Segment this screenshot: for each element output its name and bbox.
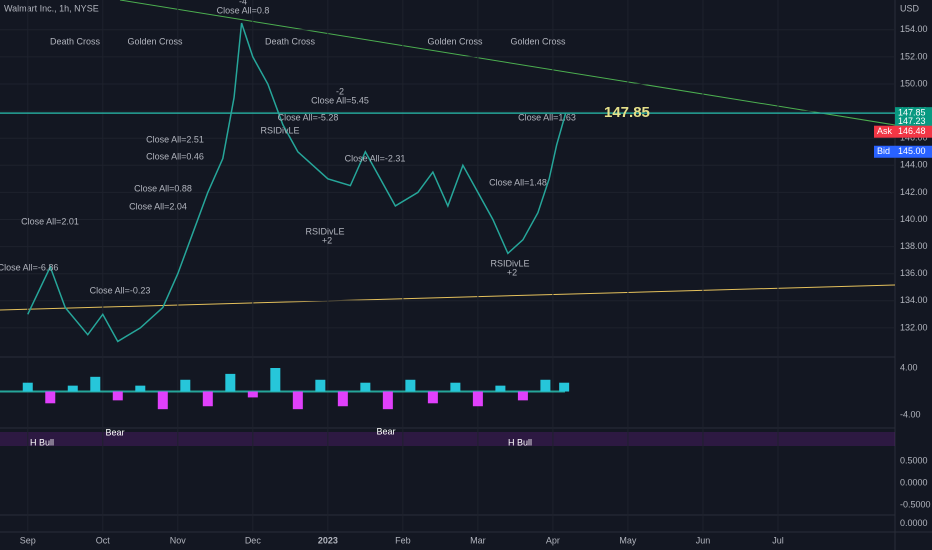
annotation: RSIDivLE (305, 226, 344, 236)
annotation: Close All=0.8 (217, 5, 270, 15)
x-tick-label: Feb (395, 535, 411, 545)
x-tick-label: Oct (96, 535, 111, 545)
histogram-bar (45, 391, 56, 404)
price-tag-label: 145.00 (898, 146, 926, 156)
y-tick-label: -4.00 (900, 409, 921, 419)
histogram-bar (315, 379, 326, 392)
y-tick-label: 132.00 (900, 322, 928, 332)
price-tag-name: Bid (877, 146, 890, 156)
x-tick-label: Dec (245, 535, 262, 545)
y-tick-label: 140.00 (900, 214, 928, 224)
histogram-bar (247, 391, 258, 398)
histogram-bar (559, 382, 570, 392)
annotation: Death Cross (50, 36, 101, 46)
price-tag-label: 147.85 (898, 108, 926, 118)
annotation: Close All=1.48 (489, 177, 547, 187)
y-tick-label: 0.0000 (900, 518, 928, 528)
annotation: Close All=0.88 (134, 183, 192, 193)
annotation: Close All=2.51 (146, 134, 204, 144)
annotation: Golden Cross (427, 36, 483, 46)
x-tick-label: May (619, 535, 637, 545)
annotation: Golden Cross (510, 36, 566, 46)
annotation: Close All=2.01 (21, 216, 79, 226)
histogram-bar (157, 391, 168, 410)
annotation: Close All=-5.28 (278, 112, 339, 122)
y-tick-label: 150.00 (900, 78, 928, 88)
annotation: -2 (336, 86, 344, 96)
price-tag (874, 145, 932, 158)
y-tick-label: 154.00 (900, 24, 928, 34)
annotation: Bear (105, 427, 124, 437)
price-tag (874, 125, 932, 138)
y-tick-label: 138.00 (900, 241, 928, 251)
y-tick-label: 152.00 (900, 51, 928, 61)
annotation: Close All=-6.86 (0, 262, 58, 272)
annotation: RSIDivLE (490, 258, 529, 268)
annotation: Close All=5.45 (311, 95, 369, 105)
last-price-label: 147.85 (604, 104, 650, 121)
annotation: Close All=0.46 (146, 151, 204, 161)
annotation: H Bull (30, 437, 54, 447)
annotation: Close All=-2.31 (345, 153, 406, 163)
histogram-bar (112, 391, 123, 401)
histogram-bar (90, 376, 101, 392)
x-tick-label: Sep (20, 535, 36, 545)
x-tick-label: Apr (546, 535, 560, 545)
price-line (27, 22, 567, 343)
histogram-bar (382, 391, 393, 410)
annotation: RSIDivLE (260, 125, 299, 135)
histogram-bar (180, 379, 191, 392)
annotation: +2 (507, 267, 517, 277)
y-tick-label: -0.5000 (900, 499, 931, 509)
annotation: Bear (376, 426, 395, 436)
y-tick-label: 144.00 (900, 160, 928, 170)
annotation: -4 (239, 0, 247, 6)
price-tag-label: 147.23 (898, 116, 926, 126)
price-tag (895, 115, 932, 128)
title: Walmart Inc., 1h, NYSE (4, 3, 99, 13)
y-tick-label: 0.0000 (900, 477, 928, 487)
histogram-bar (360, 382, 371, 392)
histogram-bar (540, 379, 551, 392)
annotation: Death Cross (265, 36, 316, 46)
histogram-bar (292, 391, 303, 410)
histogram-bar (22, 382, 33, 392)
annotation: +2 (322, 235, 332, 245)
x-tick-label: Jun (696, 535, 711, 545)
rsi-band (0, 432, 895, 446)
annotation: Close All=1.63 (518, 112, 576, 122)
histogram-bar (450, 382, 461, 392)
histogram-bar (135, 385, 146, 392)
histogram-bar (427, 391, 438, 404)
y-tick-label: 4.00 (900, 362, 918, 372)
histogram-bar (67, 385, 78, 392)
trend-line (119, 0, 896, 126)
histogram-bar (495, 385, 506, 392)
trend-line (0, 284, 896, 311)
x-tick-label: Mar (470, 535, 486, 545)
annotation: Golden Cross (127, 36, 183, 46)
y-tick-label: 142.00 (900, 187, 928, 197)
x-tick-label: Jul (772, 535, 784, 545)
currency: USD (900, 3, 920, 13)
histogram-bar (405, 379, 416, 392)
y-tick-label: 134.00 (900, 295, 928, 305)
y-tick-label: 0.5000 (900, 456, 928, 466)
x-tick-label: Nov (170, 535, 187, 545)
annotation: Close All=-0.23 (90, 285, 151, 295)
histogram-bar (225, 373, 236, 392)
histogram-bar (472, 391, 483, 407)
y-tick-label: 136.00 (900, 268, 928, 278)
x-tick-label: 2023 (318, 535, 338, 545)
histogram-bar (202, 391, 213, 407)
annotation: H Bull (508, 437, 532, 447)
histogram-bar (270, 368, 281, 392)
histogram-bar (337, 391, 348, 407)
price-tag-name: Ask (877, 126, 893, 136)
annotation: Close All=2.04 (129, 201, 187, 211)
price-tag-label: 146.48 (898, 126, 926, 136)
histogram-bar (517, 391, 528, 401)
